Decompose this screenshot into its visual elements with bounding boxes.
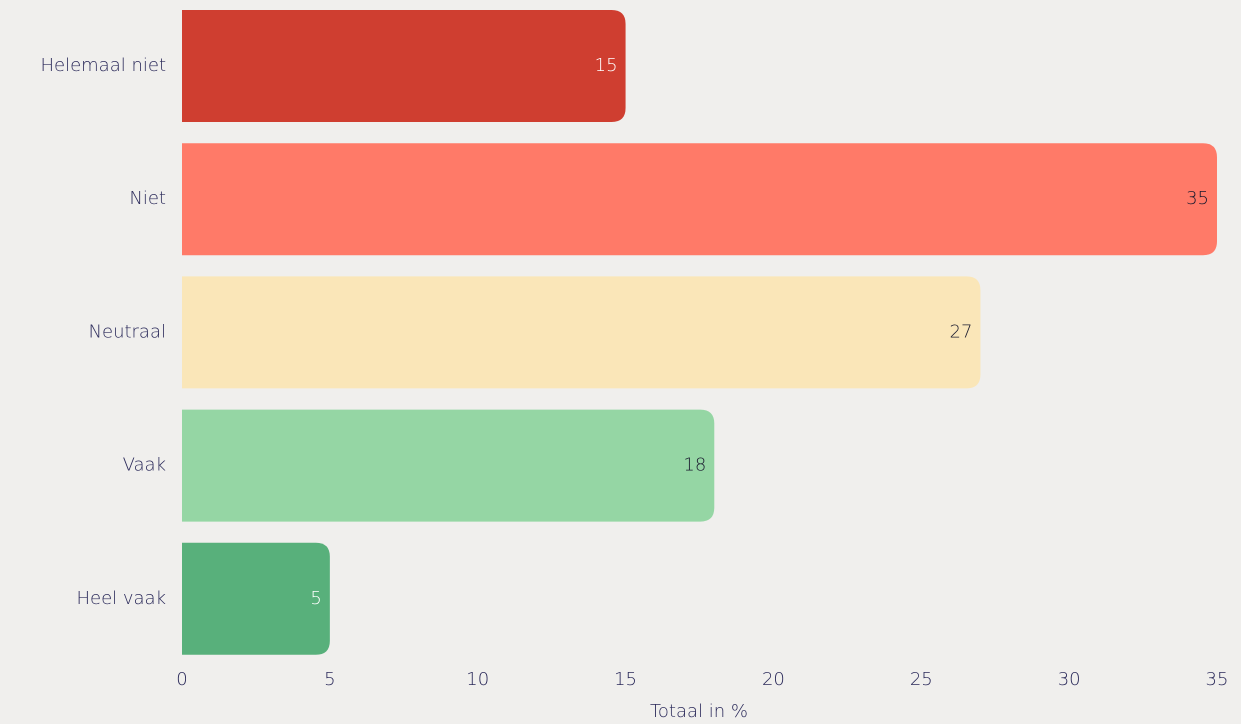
x-tick-label: 25 [910, 669, 933, 690]
value-label: 15 [595, 55, 618, 76]
x-axis-label: Totaal in % [650, 701, 748, 722]
x-tick-label: 0 [176, 669, 187, 690]
y-tick-label: Heel vaak [76, 588, 166, 609]
bar [182, 10, 626, 122]
y-tick-label: Neutraal [89, 321, 166, 342]
y-tick-label: Helemaal niet [40, 55, 166, 76]
bar [182, 143, 1217, 256]
bar [182, 542, 330, 655]
value-label: 18 [683, 455, 706, 476]
value-label: 5 [310, 588, 321, 609]
y-tick-label: Niet [129, 188, 166, 209]
x-tick-label: 15 [614, 669, 637, 690]
x-tick-label: 30 [1058, 669, 1081, 690]
bar [182, 409, 715, 522]
y-tick-label: Vaak [123, 455, 166, 476]
value-label: 35 [1186, 188, 1209, 209]
value-label: 27 [950, 321, 973, 342]
x-tick-label: 20 [762, 669, 785, 690]
bar [182, 276, 981, 389]
x-tick-label: 35 [1206, 669, 1229, 690]
x-tick-label: 10 [466, 669, 489, 690]
x-tick-label: 5 [324, 669, 335, 690]
